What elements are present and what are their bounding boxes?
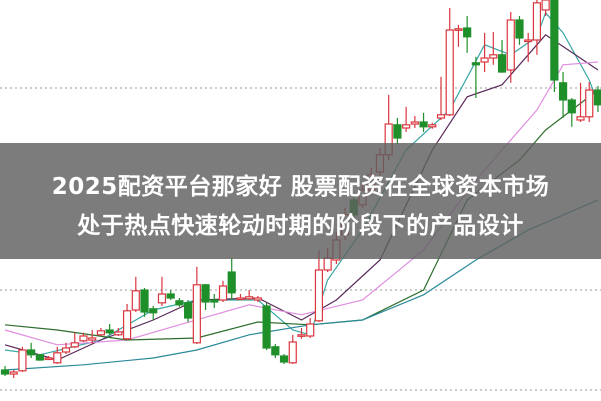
candle-up: [44, 357, 53, 361]
candle-down: [471, 62, 480, 66]
candle-up: [524, 39, 533, 43]
candle-down: [0, 369, 10, 375]
candle-down: [463, 27, 472, 38]
candle-down: [515, 19, 524, 39]
candle-down: [149, 308, 158, 314]
candle-up: [114, 331, 123, 336]
candle-up: [532, 2, 542, 41]
candle-up: [402, 124, 411, 129]
candle-down: [210, 299, 219, 303]
candle-down: [279, 355, 289, 363]
candle-up: [157, 293, 167, 304]
ma20-line: [4, 61, 599, 346]
candle-up: [96, 330, 106, 336]
candle-up: [236, 297, 245, 301]
candle-down: [593, 89, 601, 106]
candle-down: [393, 124, 402, 139]
candle-up: [53, 352, 62, 364]
candle-up: [454, 28, 463, 31]
candle-down: [105, 329, 114, 334]
candle-up: [88, 337, 97, 341]
candle-down: [497, 54, 507, 73]
candle-up: [428, 124, 437, 128]
candle-up: [18, 349, 27, 372]
candle-up: [122, 310, 132, 340]
candle-down: [262, 305, 271, 349]
candle-down: [227, 271, 236, 294]
headline-line-2: 处于热点快速轮动时期的阶段下的产品设计: [77, 213, 524, 239]
candle-down: [166, 293, 175, 299]
candle-up: [306, 323, 315, 337]
candle-up: [9, 371, 18, 375]
candle-up: [70, 342, 79, 348]
candle-up: [323, 257, 332, 271]
candle-down: [27, 349, 36, 356]
candle-up: [436, 114, 446, 119]
candle-up: [480, 57, 489, 63]
candle-up: [410, 121, 419, 125]
candle-up: [489, 54, 498, 59]
candle-up: [192, 284, 201, 344]
candle-up: [314, 269, 324, 322]
candle-down: [419, 121, 428, 128]
candle-up: [218, 285, 228, 301]
candle-down: [201, 284, 210, 303]
candle-up: [245, 296, 254, 300]
candle-down: [558, 82, 568, 101]
candle-up: [61, 347, 71, 353]
candle-down: [35, 354, 44, 361]
candle-up: [541, 0, 550, 11]
candle-up: [253, 297, 262, 301]
headline-banner: 2025配资平台那家好 股票配资在全球资本市场 处于热点快速轮动时期的阶段下的产…: [0, 143, 601, 259]
candle-down: [175, 300, 184, 306]
candle-up: [288, 341, 297, 364]
candle-up: [79, 335, 88, 342]
candle-up: [585, 89, 594, 118]
candle-down: [567, 99, 576, 114]
candle-down: [550, 0, 559, 81]
candle-down: [140, 289, 149, 313]
candle-up: [297, 334, 306, 337]
candle-down: [184, 302, 193, 319]
candle-down: [271, 346, 280, 356]
candle-up: [506, 19, 515, 71]
candle-up: [576, 116, 585, 121]
candle-up: [131, 290, 140, 311]
headline-line-1: 2025配资平台那家好 股票配资在全球资本市场: [51, 174, 550, 200]
candle-up: [445, 29, 454, 116]
